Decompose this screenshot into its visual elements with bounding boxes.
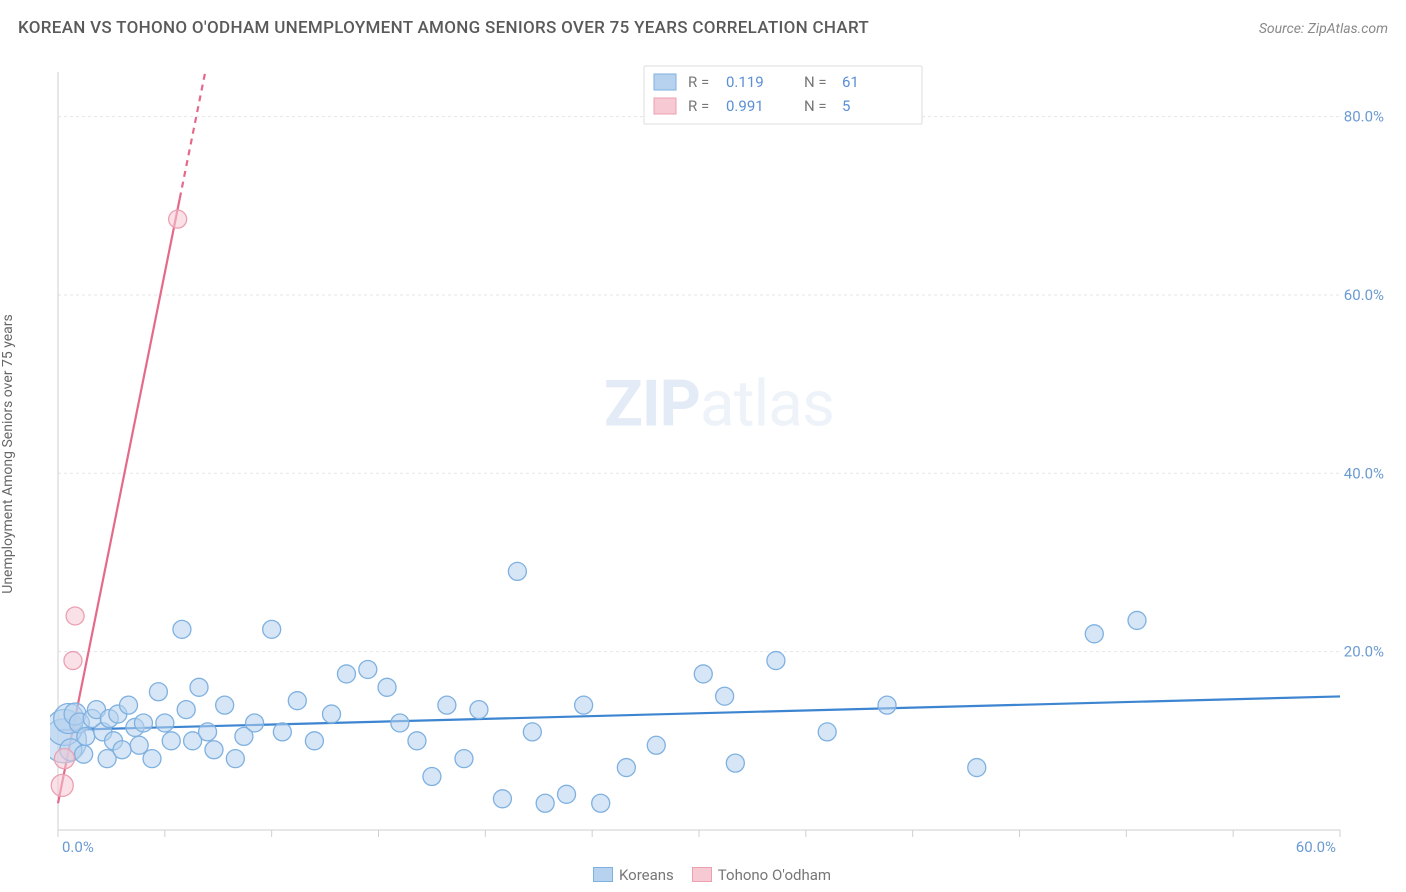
svg-text:60.0%: 60.0% — [1296, 838, 1336, 852]
svg-text:0.119: 0.119 — [726, 73, 764, 91]
series-legend: Koreans Tohono O'odham — [0, 866, 1406, 884]
legend-swatch — [692, 867, 712, 882]
svg-text:60.0%: 60.0% — [1344, 286, 1384, 304]
svg-text:80.0%: 80.0% — [1344, 108, 1384, 126]
chart-header: KOREAN VS TOHONO O'ODHAM UNEMPLOYMENT AM… — [18, 18, 1388, 38]
legend-label: Koreans — [619, 866, 674, 884]
svg-text:61: 61 — [842, 73, 859, 91]
legend-swatch — [593, 867, 613, 882]
svg-text:R =: R = — [688, 73, 709, 91]
chart-title: KOREAN VS TOHONO O'ODHAM UNEMPLOYMENT AM… — [18, 18, 869, 38]
svg-text:N =: N = — [804, 73, 827, 91]
svg-text:0.991: 0.991 — [726, 97, 764, 115]
chart-area: ZIPatlas 20.0%40.0%60.0%80.0%0.0%60.0%R … — [50, 52, 1388, 852]
svg-text:0.0%: 0.0% — [62, 838, 94, 852]
svg-text:40.0%: 40.0% — [1344, 464, 1384, 482]
legend-label: Tohono O'odham — [718, 866, 831, 884]
svg-text:R =: R = — [688, 97, 709, 115]
svg-text:N =: N = — [804, 97, 827, 115]
y-axis-label: Unemployment Among Seniors over 75 years — [0, 314, 16, 594]
svg-text:5: 5 — [842, 97, 850, 115]
svg-text:20.0%: 20.0% — [1344, 643, 1384, 661]
source-label: Source: ZipAtlas.com — [1259, 21, 1388, 37]
scatter-chart: 20.0% 40.0% 60.0% 80.0% 0.0% 60.0% R = 0.119 N =… — [50, 52, 1388, 852]
